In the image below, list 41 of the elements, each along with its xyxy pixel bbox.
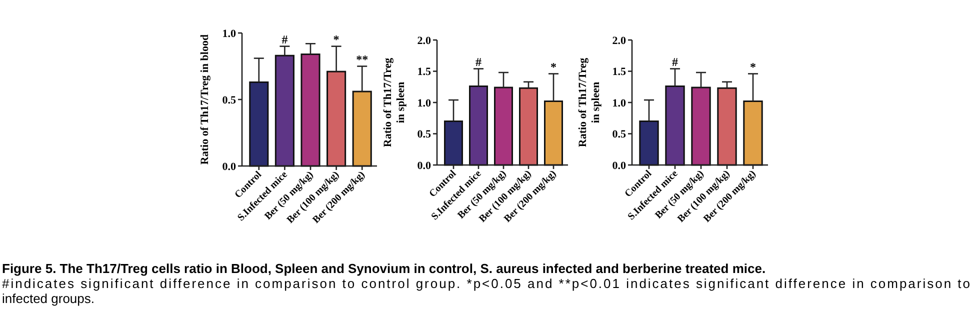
y-tick-label: 1.0 [222, 28, 236, 40]
y-tick-label: 1.0 [612, 97, 626, 110]
annotation: ** [356, 52, 368, 66]
bar [249, 81, 269, 167]
y-tick-label: 0.0 [222, 160, 236, 173]
bar [519, 87, 538, 166]
annotation: * [750, 60, 756, 74]
bar [691, 86, 711, 166]
bar [639, 120, 659, 166]
bar [544, 100, 563, 166]
bar [444, 120, 463, 166]
y-tick-label: 1.5 [417, 66, 432, 78]
y-tick-label: 0.5 [222, 94, 236, 106]
annotation: * [550, 60, 556, 74]
y-tick-label: 1.5 [612, 66, 626, 78]
bar [300, 54, 320, 167]
y-tick-label: 0.0 [417, 160, 432, 172]
y-tick-label: 1.0 [417, 97, 432, 110]
bar [717, 87, 737, 166]
y-tick-label: 0.5 [612, 128, 626, 141]
annotation: # [282, 32, 288, 46]
caption: Figure 5. The Th17/Treg cells ratio in Blood, Spleen and Synovium in control, S. aureus infected and berberine treated mice. [2, 261, 766, 276]
y-tick-label: 2.0 [612, 34, 626, 47]
bar [665, 86, 685, 166]
annotation: * [333, 32, 340, 46]
bar [274, 54, 294, 167]
annotation: # [476, 54, 482, 69]
y-axis-title: Ratio of Th17/Treg in blood [199, 34, 211, 165]
bar [743, 100, 763, 166]
y-axis-title: Ratio of Th17/Treg in spleen [382, 57, 407, 148]
bar [352, 90, 372, 167]
annotation: # [672, 54, 678, 69]
y-tick-label: 0.5 [417, 128, 432, 141]
bar [494, 86, 513, 166]
bar [469, 86, 488, 166]
text: infected groups. [2, 291, 95, 306]
y-axis-title: Ratio of Th17/Treg in spleen [577, 57, 602, 148]
y-tick-label: 0.0 [612, 160, 626, 172]
bar [326, 70, 346, 167]
text: #indicates significant difference in comparison to control group. *p<0.05 and **p<0.01 indicates significant difference in comparison to [2, 276, 970, 291]
y-tick-label: 2.0 [417, 34, 432, 47]
